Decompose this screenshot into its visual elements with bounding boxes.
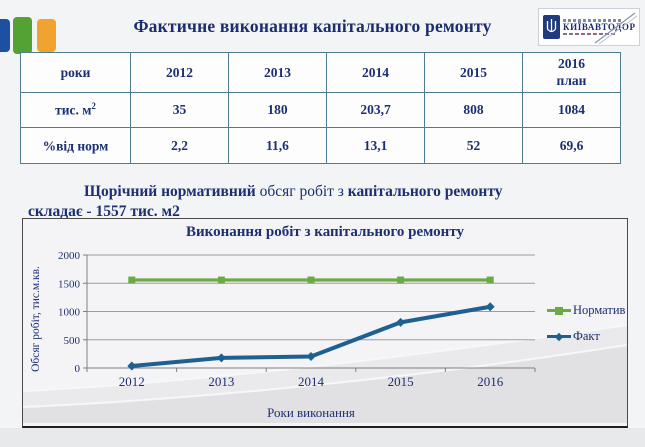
row-label-text: %від норм [42, 138, 109, 154]
logo-text-column: КИЇВАВТОДОР [563, 18, 636, 36]
legend-item-normativ: Норматив [547, 303, 625, 318]
note-text: Щорічний нормативний обсяг робіт з капіт… [28, 182, 624, 224]
table-cell: 1084 [522, 92, 621, 128]
year-header-2014: 2014 [326, 52, 425, 93]
svg-text:2012: 2012 [119, 374, 145, 389]
page-title: Фактичне виконання капітального ремонту [133, 16, 492, 36]
logo-box: КИЇВАВТОДОР [538, 8, 640, 46]
legend-label: Факт [573, 329, 600, 343]
plan-header-word: план [556, 72, 587, 88]
table-corner-header: роки [20, 52, 131, 93]
legend-label: Норматив [573, 303, 626, 317]
chart-title: Виконання робіт з капітального ремонту [185, 224, 464, 240]
svg-text:2016: 2016 [477, 374, 504, 389]
year-header-2012: 2012 [130, 52, 229, 93]
logo-caption-bar [563, 18, 623, 22]
legend-marker-diamond-icon [554, 332, 564, 341]
row-label-text: тис. м [55, 102, 92, 118]
row-label-percent: %від норм [20, 127, 131, 164]
year-header-2015: 2015 [424, 52, 523, 93]
table-cell: 13,1 [326, 127, 425, 164]
table-header-row: роки 2012 2013 2014 2015 2016 план [20, 52, 621, 93]
bottom-band [0, 428, 645, 447]
table-row-area: тис. м2 35 180 203,7 808 1084 [20, 92, 621, 128]
plan-header-2016: 2016 план [522, 52, 621, 93]
svg-text:1500: 1500 [58, 278, 81, 290]
svg-text:2014: 2014 [298, 374, 325, 389]
chart-x-axis-label: Роки виконання [267, 405, 355, 420]
legend-item-fakt: Факт [547, 329, 600, 344]
logo-text: КИЇВАВТОДОР [563, 21, 636, 32]
chart-plot-svg: 0 500 1000 1500 2000 2012 2013 2014 2015 2016 [23, 250, 627, 423]
svg-text:1000: 1000 [58, 307, 81, 319]
note-regular: обсяг робіт з [255, 182, 348, 200]
svg-text:2000: 2000 [58, 250, 81, 262]
kyiv-emblem-icon [543, 15, 560, 39]
row-label-sup: 2 [91, 101, 96, 112]
legend-line [547, 332, 571, 341]
table-cell: 11,6 [228, 127, 327, 164]
chart-panel: 0 500 1000 1500 2000 2012 2013 2014 2015 2016 Вик… [22, 218, 628, 428]
note-bold-1: Щорічний нормативний [84, 182, 256, 200]
accent-square-blue-icon [0, 19, 10, 52]
legend-line [547, 306, 571, 315]
legend-marker-square-icon [555, 306, 563, 315]
plan-header-year: 2016 [558, 55, 585, 71]
table-cell: 808 [424, 92, 523, 128]
table-cell: 2,2 [130, 127, 229, 164]
accent-square-green-icon [13, 17, 32, 54]
note-line-2: складає - 1557 тис. м2 [28, 203, 180, 221]
logo-road-icon [594, 12, 637, 45]
svg-text:2013: 2013 [208, 374, 234, 389]
svg-text:0: 0 [75, 363, 81, 375]
table-cell: 35 [130, 92, 229, 128]
table-row-percent: %від норм 2,2 11,6 13,1 52 69,6 [20, 127, 621, 164]
table-cell: 203,7 [326, 92, 425, 128]
table-cell: 180 [228, 92, 327, 128]
summary-table: роки 2012 2013 2014 2015 2016 план тис. … [20, 52, 621, 164]
svg-text:2015: 2015 [388, 374, 414, 389]
year-header-2013: 2013 [228, 52, 327, 93]
accent-square-orange-icon [37, 19, 56, 52]
svg-text:500: 500 [64, 335, 81, 347]
logo-subcaption-bar [563, 33, 615, 36]
table-cell: 52 [424, 127, 523, 164]
note-bold-2: капітального ремонту [347, 182, 503, 200]
table-cell: 69,6 [522, 127, 621, 164]
chart-y-axis-label: Обсяг робіт, тис.м.кв. [30, 266, 42, 372]
row-label-area: тис. м2 [20, 92, 131, 128]
